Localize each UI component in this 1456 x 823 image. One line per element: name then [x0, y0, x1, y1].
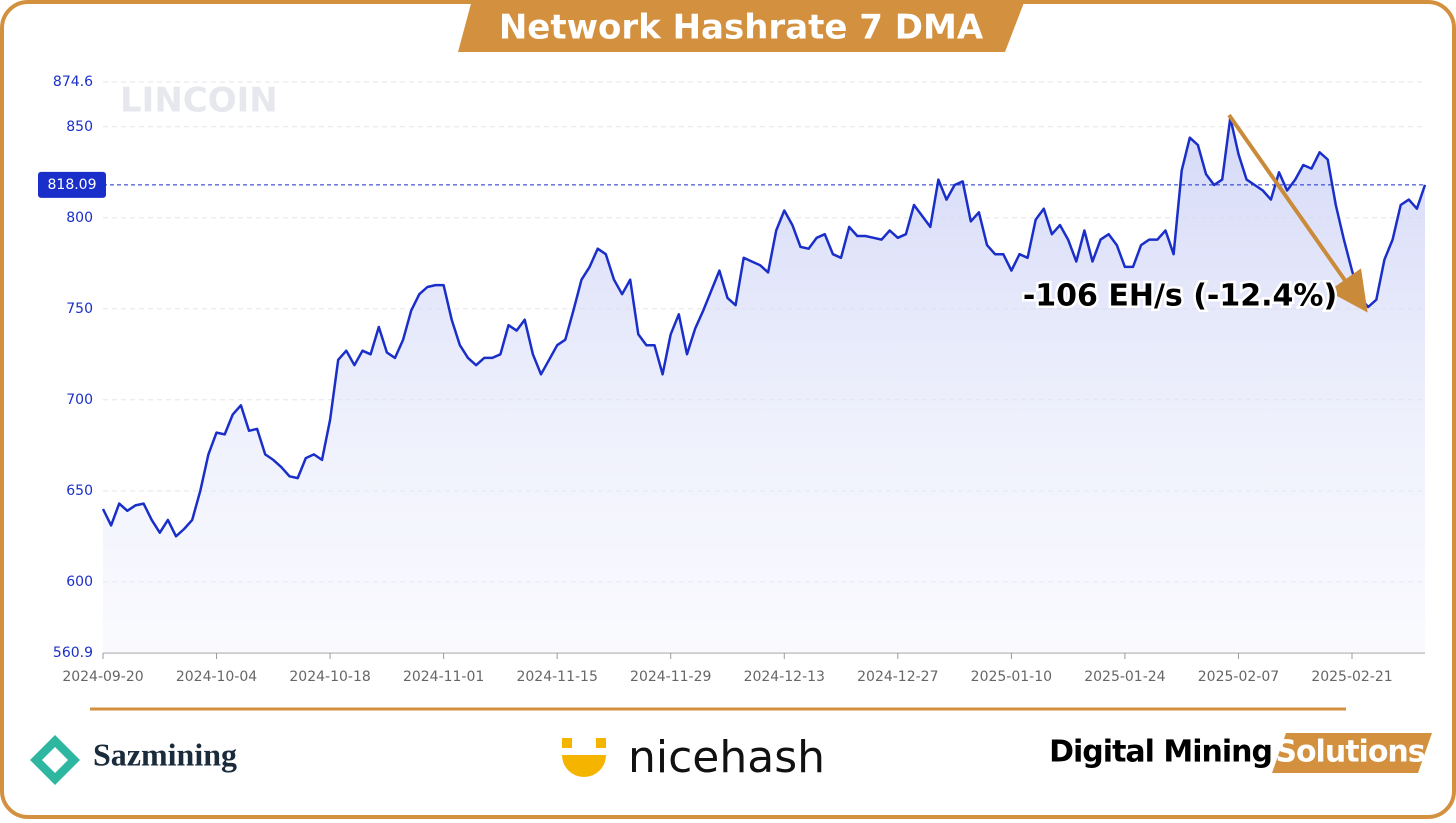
x-tick-label: 2024-11-15: [516, 669, 597, 685]
x-tick-label: 2025-02-07: [1198, 669, 1279, 685]
footer: Sazmining nicehash Digital Mining Soluti…: [30, 732, 1432, 785]
title-tab: [458, 0, 1025, 52]
line: [101, 116, 1427, 538]
chart-title: Network Hashrate 7 DMA: [499, 8, 984, 48]
x-tick-label: 2024-10-18: [289, 669, 370, 685]
x-tick-label: 2024-12-13: [744, 669, 825, 685]
annotation-arrow: [1227, 113, 1368, 313]
watermark: LINCOIN: [120, 81, 278, 121]
current-value-label: 818.09: [48, 177, 97, 193]
x-tick-label: 2024-11-01: [403, 669, 484, 685]
y-tick-label: 800: [66, 210, 93, 226]
logo-digital-mining: Digital Mining: [1049, 735, 1272, 770]
y-tick-label: 700: [66, 392, 93, 408]
annotation: -106 EH/s (-12.4%): [1023, 279, 1337, 314]
x-tick-label: 2024-09-20: [62, 669, 143, 685]
x-tick-label: 2024-12-27: [857, 669, 938, 685]
logo-sazmining: Sazmining: [93, 736, 237, 772]
x-tick-label: 2025-01-24: [1084, 669, 1165, 685]
y-tick-label: 600: [66, 574, 93, 590]
x-tick-label: 2025-01-10: [971, 669, 1052, 685]
logo-tab: [1272, 733, 1432, 773]
y-tick-label: 750: [66, 301, 93, 317]
logo-nicehash: nicehash: [628, 732, 825, 783]
y-tick-label: 560.9: [53, 645, 93, 661]
y-tick-label: 850: [66, 119, 93, 135]
logo-solutions: Solutions: [1275, 735, 1424, 770]
x-tick-label: 2025-02-21: [1311, 669, 1392, 685]
x-tick-label: 2024-11-29: [630, 669, 711, 685]
current-value-box: [38, 171, 106, 198]
nicehash-icon: [562, 738, 606, 777]
y-tick-label: 874.6: [53, 74, 93, 90]
area: [103, 117, 1425, 653]
x-tick-label: 2024-10-04: [176, 669, 257, 685]
sazmining-icon: [30, 735, 80, 785]
y-tick-label: 650: [66, 483, 93, 499]
